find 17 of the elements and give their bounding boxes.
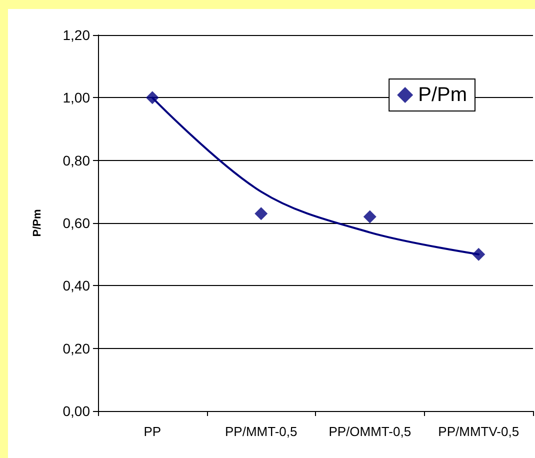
x-tick-label: PP/MMTV-0,5 — [438, 424, 520, 439]
y-axis-title: P/Pm — [32, 209, 44, 237]
point — [363, 210, 376, 224]
point — [254, 207, 268, 220]
y-tick-label: 1,20 — [62, 27, 90, 43]
y-tick-label: 0,80 — [62, 152, 90, 168]
point — [146, 91, 159, 104]
y-tick-label: 1,00 — [62, 90, 90, 106]
y-tick-label: 0,20 — [62, 340, 90, 356]
point — [472, 248, 486, 261]
x-tick-label: PP — [144, 424, 162, 439]
y-tick-label: 0,60 — [62, 215, 90, 231]
legend-label: P/Pm — [418, 84, 468, 106]
y-tick-label: 0,40 — [62, 278, 90, 294]
y-tick-label: 0,00 — [62, 403, 90, 419]
x-tick-label: PP/OMMT-0,5 — [328, 424, 412, 439]
x-tick-label: PP/MMT-0,5 — [225, 424, 298, 439]
